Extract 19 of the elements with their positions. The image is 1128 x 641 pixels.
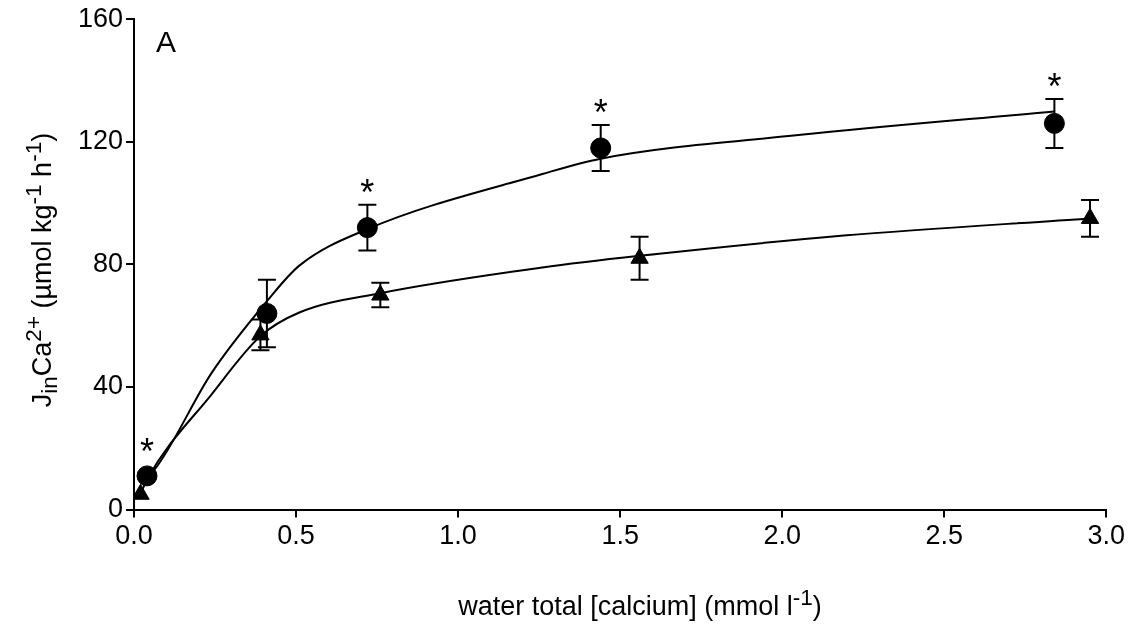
x-tick-label: 1.0 [439,520,477,551]
x-tick-label: 2.5 [925,520,963,551]
point [590,137,612,159]
y-tick-label: 40 [93,370,124,401]
point [356,217,378,239]
annotation: * [140,430,155,472]
x-tick-label: 3.0 [1087,520,1126,551]
annotation: A [156,25,177,59]
annotation: * [360,171,375,213]
x-tick-label: 0.5 [277,520,315,551]
annotation: * [1047,65,1062,107]
x-tick-label: 2.0 [763,520,801,551]
y-tick-label: 120 [77,125,124,156]
x-tick-label: 1.5 [601,520,639,551]
annotation: * [593,91,608,133]
point [1043,112,1065,134]
y-tick-label: 160 [77,2,124,33]
y-tick-label: 80 [93,247,124,278]
x-axis-title: water total [calcium] (mmol l$^{-1}$) [457,585,823,622]
